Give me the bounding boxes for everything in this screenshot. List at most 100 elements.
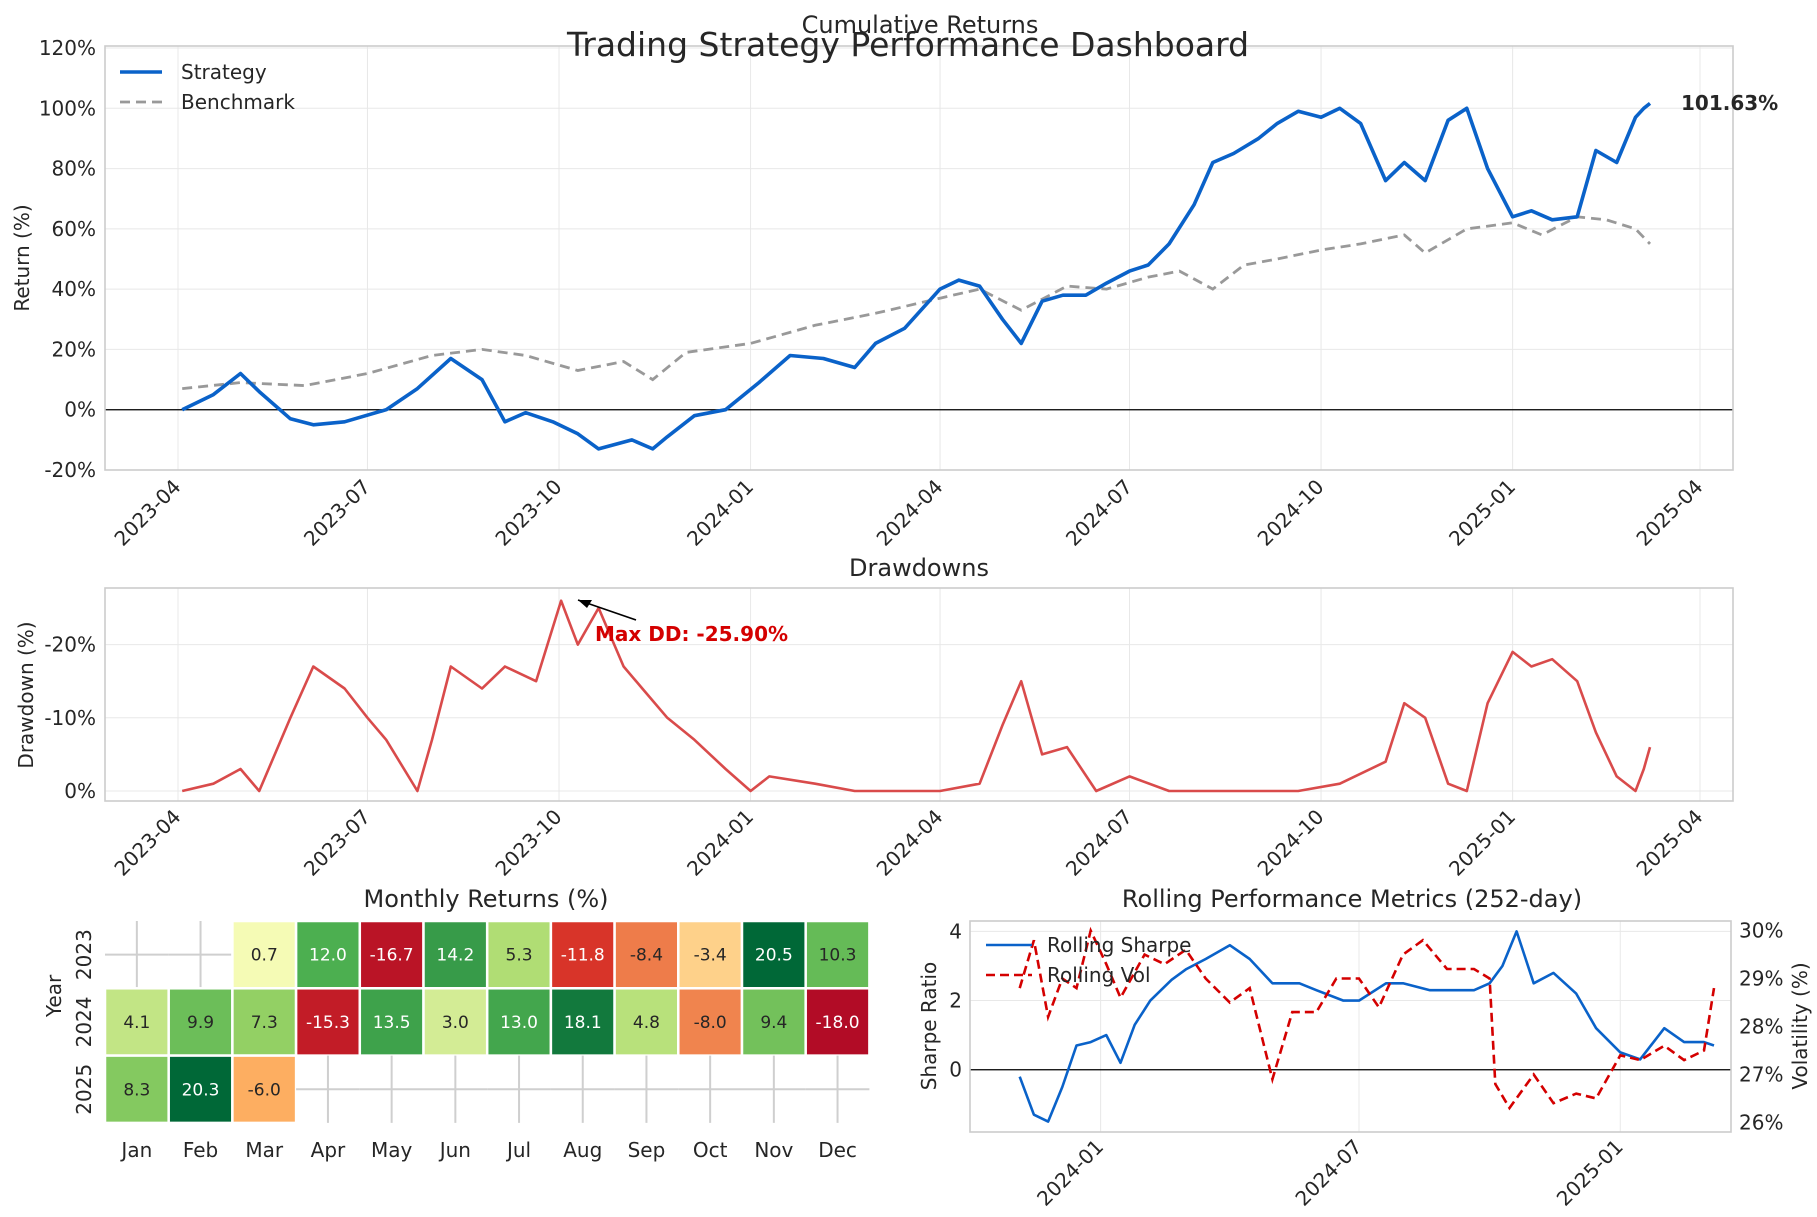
ytick2-label: 28%: [1739, 1015, 1783, 1039]
heatmap-cell-label: 12.0: [309, 946, 347, 966]
cumulative-returns-xticks: 2023-04 2023-07 2023-10 2024-01 2024-04 2024-…: [109, 475, 1707, 551]
rolling-metrics-legend: Rolling Sharpe Rolling Vol: [986, 933, 1191, 987]
legend-strategy-label: Strategy: [181, 60, 267, 84]
xtick-label: 2023-10: [490, 475, 566, 551]
xtick-label: 2023-04: [109, 805, 185, 881]
heatmap-cell: [167, 1054, 234, 1125]
cumulative-returns-yticks: -20% 0% 20% 40% 60% 80% 100% 120%: [39, 36, 96, 482]
legend-benchmark-label: Benchmark: [181, 90, 295, 114]
xtick-label: 2025-01: [1444, 475, 1520, 551]
month-label: Feb: [183, 1138, 218, 1162]
heatmap-cell-label: -15.3: [306, 1013, 350, 1033]
month-label: Jun: [438, 1138, 471, 1162]
rolling-sharpe-yticks: 0 2 4: [949, 919, 962, 1081]
xtick-label: 2025-04: [1631, 805, 1707, 881]
ytick-label: 0%: [64, 779, 96, 803]
drawdown-line: [181, 599, 1652, 793]
heatmap-cell-label: 7.3: [251, 1013, 278, 1033]
month-label: Dec: [818, 1138, 857, 1162]
rolling-metrics-title: Rolling Performance Metrics (252-day): [1122, 885, 1582, 913]
ytick-label: 80%: [52, 157, 96, 181]
drawdowns-ylabel: Drawdown (%): [14, 621, 38, 768]
xtick-label: 2023-04: [109, 475, 185, 551]
xtick-label: 2024-01: [1032, 1135, 1108, 1211]
legend-rolling-vol-label: Rolling Vol: [1047, 963, 1151, 987]
dashboard-title: Trading Strategy Performance Dashboard: [566, 25, 1249, 64]
heatmap-cell-label: 20.5: [755, 946, 793, 966]
monthly-returns-month-labels: Jan Feb Mar Apr May Jun Jul Aug Sep Oct Nov Dec: [119, 1138, 856, 1162]
ytick-label: -10%: [44, 706, 96, 730]
heatmap-cell-label: -18.0: [816, 1013, 860, 1033]
heatmap-cell: [740, 919, 807, 990]
drawdowns-xticks: 2023-04 2023-07 2023-10 2024-01 2024-04 2024-…: [109, 805, 1707, 881]
ytick-label: -20%: [44, 633, 96, 657]
heatmap-cell: [231, 1054, 298, 1125]
xtick-label: 2024-07: [1061, 475, 1137, 551]
xtick-label: 2024-07: [1290, 1135, 1366, 1211]
monthly-returns-ylabel: Year: [42, 974, 66, 1018]
final-return-label: 101.63%: [1681, 91, 1778, 115]
heatmap-cell-label: -11.8: [561, 946, 605, 966]
heatmap-cell-label: 9.4: [760, 1013, 787, 1033]
heatmap-cell-label: 13.0: [500, 1013, 538, 1033]
month-label: May: [371, 1138, 413, 1162]
heatmap-cell-label: -3.4: [694, 946, 727, 966]
max-drawdown-annotation: Max DD: -25.90%: [577, 599, 788, 646]
rolling-sharpe-ylabel: Sharpe Ratio: [917, 962, 941, 1091]
strategy-line: [181, 101, 1652, 451]
cumulative-returns-legend: Strategy Benchmark: [120, 60, 295, 114]
drawdowns-yticks: -20% -10% 0%: [44, 633, 96, 803]
year-label: 2023: [72, 929, 96, 980]
xtick-label: 2025-01: [1552, 1135, 1628, 1211]
heatmap-cell-label: 14.2: [436, 946, 474, 966]
rolling-vol-ylabel: Volatility (%): [1788, 962, 1812, 1089]
ytick-label: 2: [949, 989, 962, 1013]
heatmap-cell: [358, 919, 425, 990]
xtick-label: 2024-04: [872, 475, 948, 551]
monthly-returns-title: Monthly Returns (%): [363, 885, 608, 913]
year-label: 2025: [72, 1064, 96, 1115]
heatmap-cell: [613, 987, 680, 1057]
benchmark-line: [182, 215, 1652, 390]
drawdowns-grid: [105, 588, 1733, 801]
monthly-returns-cells: 0.7 12.0 -16.7 14.2 5.3 -11.8 -8.4 -3.4 20.5 10.3…: [103, 919, 871, 1125]
rolling-vol-line: [1018, 926, 1716, 1111]
heatmap-cell: [294, 919, 362, 990]
heatmap-cell-label: 13.5: [373, 1013, 411, 1033]
xtick-label: 2024-10: [1253, 805, 1329, 881]
xtick-label: 2025-01: [1444, 805, 1520, 881]
rolling-metrics-panel: Rolling Performance Metrics (252-day) 0 2…: [917, 885, 1812, 1211]
xtick-label: 2024-07: [1061, 805, 1137, 881]
cumulative-returns-grid: [105, 46, 1733, 471]
ytick2-label: 27%: [1739, 1062, 1783, 1086]
ytick-label: 0%: [64, 398, 96, 422]
month-label: Oct: [693, 1138, 728, 1162]
cumulative-returns-panel: Cumulative Returns -20% 0% 20% 40% 60% 80% 100…: [10, 11, 1778, 551]
xtick-label: 2023-07: [299, 475, 375, 551]
heatmap-cell-label: 0.7: [251, 946, 278, 966]
ytick-label: 40%: [52, 277, 96, 301]
heatmap-cell-label: 4.8: [633, 1013, 660, 1033]
month-label: Jan: [119, 1138, 152, 1162]
heatmap-cell-label: 9.9: [187, 1013, 214, 1033]
xtick-label: 2023-10: [490, 805, 566, 881]
ytick2-label: 26%: [1739, 1110, 1783, 1134]
xtick-label: 2023-07: [299, 805, 375, 881]
heatmap-cell-label: 5.3: [506, 946, 533, 966]
heatmap-cell-label: 4.1: [123, 1013, 150, 1033]
ytick-label: 100%: [39, 96, 96, 120]
rolling-metrics-xticks: 2024-01 2024-07 2025-01: [1032, 1135, 1628, 1211]
month-label: Aug: [563, 1138, 602, 1162]
ytick-label: 120%: [39, 36, 96, 60]
ytick-label: -20%: [44, 458, 96, 482]
month-label: Jul: [505, 1138, 531, 1162]
heatmap-cell-label: -8.4: [630, 946, 663, 966]
cumulative-returns-ylabel: Return (%): [10, 204, 34, 311]
year-label: 2024: [72, 996, 96, 1047]
heatmap-cell: [103, 1054, 170, 1125]
ytick2-label: 29%: [1739, 967, 1783, 991]
ytick-label: 4: [949, 919, 962, 943]
heatmap-cell-label: 20.3: [182, 1080, 220, 1100]
heatmap-cell-label: 8.3: [123, 1080, 150, 1100]
